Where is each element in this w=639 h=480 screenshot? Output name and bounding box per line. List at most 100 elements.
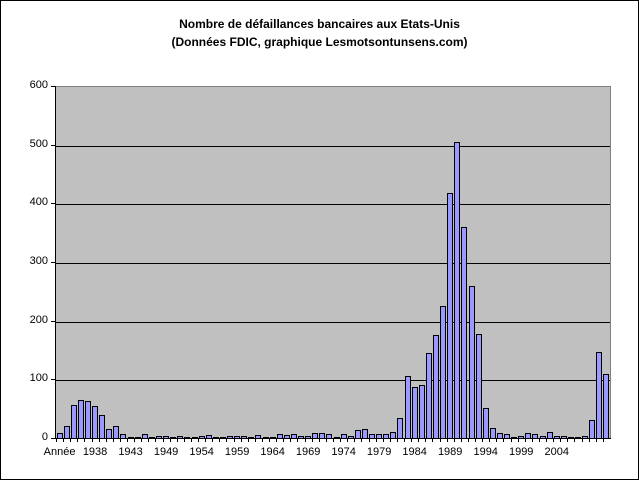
- x-tick-label: 1949: [153, 446, 179, 458]
- gridline: [56, 145, 610, 147]
- x-tick: [198, 438, 200, 442]
- bar: [99, 414, 106, 439]
- x-tick: [411, 438, 413, 442]
- x-tick: [325, 438, 327, 442]
- x-tick: [475, 438, 477, 442]
- gridline: [56, 263, 610, 264]
- bar: [170, 436, 177, 439]
- bar: [404, 375, 411, 439]
- bar: [390, 432, 397, 439]
- bar: [84, 401, 91, 439]
- x-tick: [446, 438, 448, 442]
- bar: [440, 306, 447, 439]
- x-tick: [581, 438, 583, 442]
- bar: [340, 434, 347, 439]
- y-tick: [51, 262, 55, 263]
- bar: [141, 434, 148, 439]
- bar: [589, 419, 596, 439]
- bar: [326, 434, 333, 439]
- bar: [553, 436, 560, 439]
- chart-subtitle: (Données FDIC, graphique Lesmotsontunsen…: [171, 35, 468, 49]
- x-tick: [212, 438, 214, 442]
- x-tick: [418, 438, 420, 442]
- bar: [262, 436, 269, 439]
- bar: [532, 433, 539, 439]
- x-tick: [318, 438, 320, 442]
- x-tick: [119, 438, 121, 442]
- bar: [227, 436, 233, 439]
- y-tick-label: 500: [29, 137, 48, 150]
- x-tick: [467, 438, 469, 442]
- x-tick: [595, 438, 597, 442]
- bar: [447, 193, 454, 439]
- x-tick: [538, 438, 540, 442]
- x-tick: [112, 438, 114, 442]
- x-tick: [368, 438, 370, 442]
- bar: [198, 435, 205, 439]
- x-tick: [340, 438, 342, 442]
- x-tick-label: 1969: [295, 446, 321, 458]
- bar: [539, 435, 546, 439]
- x-tick: [567, 438, 569, 442]
- bar: [70, 405, 77, 439]
- bar: [127, 436, 134, 439]
- x-tick: [531, 438, 533, 442]
- gridline: [56, 380, 610, 382]
- x-tick: [361, 438, 363, 442]
- chart-title: Nombre de défaillances bancaires aux Eta…: [179, 17, 460, 31]
- y-tick: [51, 144, 55, 146]
- x-tick: [127, 438, 129, 442]
- x-tick: [77, 438, 79, 442]
- x-tick: [105, 438, 107, 442]
- x-tick: [460, 438, 462, 442]
- bar: [113, 425, 120, 439]
- x-tick: [134, 438, 136, 442]
- bar: [347, 435, 354, 439]
- bar: [383, 433, 390, 439]
- bar: [525, 432, 532, 439]
- bar: [376, 433, 383, 439]
- bar: [219, 436, 226, 439]
- bar: [475, 334, 482, 439]
- x-tick: [354, 438, 356, 442]
- x-tick: [496, 438, 498, 442]
- x-tick: [482, 438, 484, 442]
- bar: [354, 430, 361, 439]
- x-tick: [261, 438, 263, 442]
- x-tick: [546, 438, 548, 442]
- x-tick-label: 1999: [508, 446, 534, 458]
- x-tick: [347, 438, 349, 442]
- bar: [319, 433, 326, 439]
- bar: [184, 436, 191, 439]
- bar: [596, 352, 603, 439]
- x-tick: [233, 438, 235, 442]
- x-tick-label: 1989: [437, 446, 463, 458]
- gridline: [56, 204, 610, 206]
- x-tick: [311, 438, 313, 442]
- x-tick: [304, 438, 306, 442]
- bar: [560, 435, 567, 439]
- bar: [255, 435, 262, 439]
- bar: [276, 433, 283, 439]
- bar: [163, 435, 170, 439]
- x-tick: [56, 438, 57, 442]
- x-tick-label: 1938: [82, 446, 108, 458]
- x-tick: [439, 438, 441, 442]
- y-tick: [51, 86, 55, 87]
- x-tick: [524, 438, 526, 442]
- bar: [234, 435, 241, 439]
- bar: [241, 436, 248, 439]
- x-tick: [602, 438, 604, 442]
- x-tick: [169, 438, 171, 442]
- x-tick: [553, 438, 555, 442]
- x-tick: [404, 438, 406, 442]
- x-tick: [247, 438, 249, 442]
- x-tick: [176, 438, 178, 442]
- x-tick: [510, 438, 512, 442]
- bar: [120, 434, 127, 439]
- x-tick-label: Année: [43, 446, 76, 458]
- y-tick: [51, 438, 55, 439]
- x-tick: [240, 438, 242, 442]
- x-tick: [162, 438, 164, 442]
- x-tick-label: 1984: [402, 446, 427, 458]
